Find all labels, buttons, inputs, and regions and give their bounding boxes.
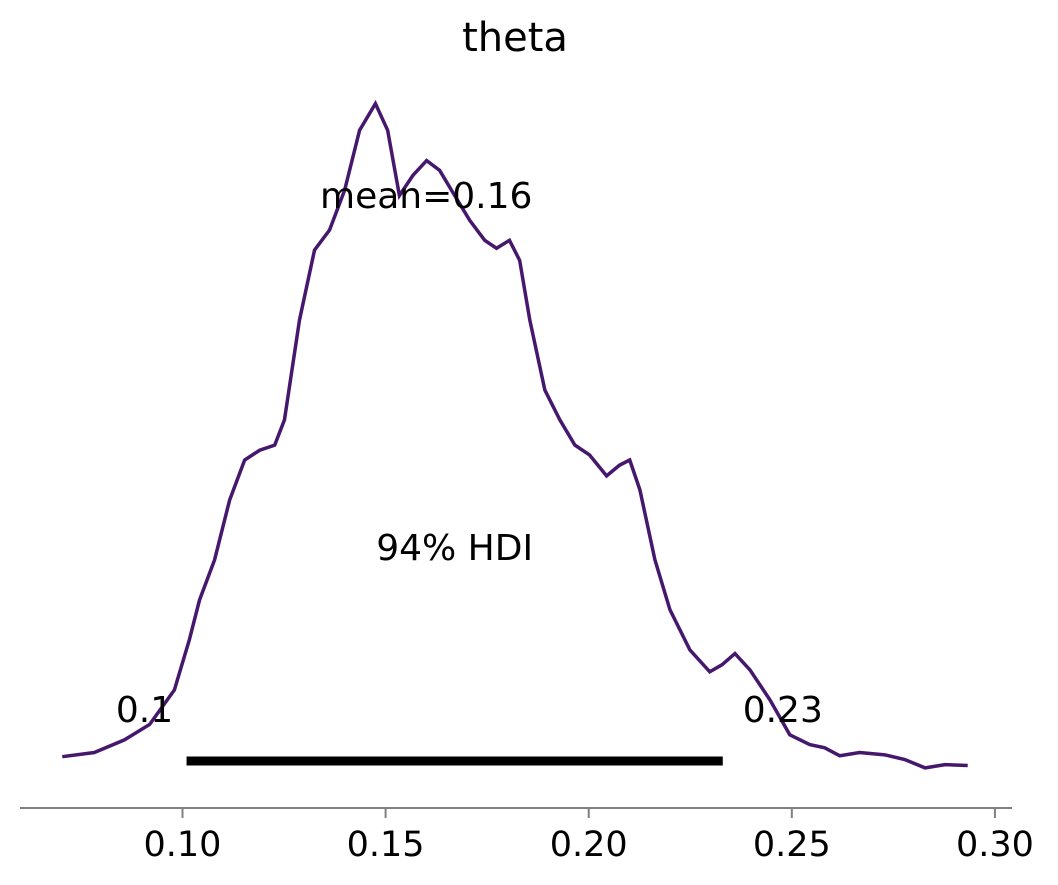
x-tick-label: 0.15: [347, 825, 425, 865]
chart-title: theta: [462, 15, 568, 61]
hdi-label: 94% HDI: [376, 528, 533, 569]
x-tick-label: 0.30: [956, 825, 1034, 865]
density-line: [62, 99, 968, 770]
x-tick-label: 0.25: [753, 825, 831, 865]
hdi-high-label: 0.23: [743, 690, 823, 731]
hdi-low-label: 0.1: [116, 690, 173, 731]
x-tick-label: 0.10: [144, 825, 222, 865]
mean-label: mean=0.16: [320, 176, 532, 217]
x-tick-label: 0.20: [550, 825, 628, 865]
